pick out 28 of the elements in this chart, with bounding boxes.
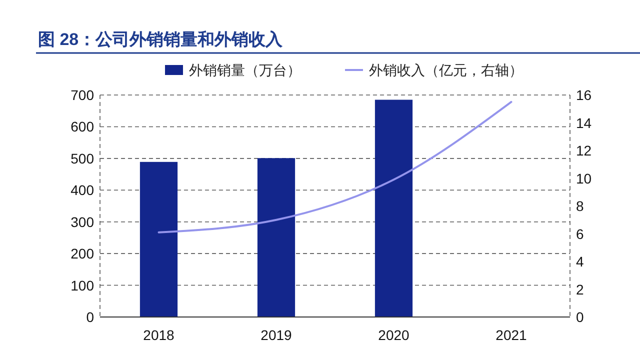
x-tick-label: 2018 [143, 327, 175, 343]
x-tick-label: 2020 [378, 327, 410, 343]
y2-tick-label: 2 [576, 281, 584, 298]
y2-tick-label: 10 [576, 170, 592, 186]
bar [374, 100, 413, 317]
y2-tick-label: 4 [576, 254, 584, 270]
chart-title: 图 28：公司外销销量和外销收入 [38, 30, 284, 49]
y-tick-label: 700 [70, 87, 94, 103]
x-tick-label: 2021 [496, 327, 528, 343]
y2-tick-label: 12 [576, 142, 592, 158]
y-tick-label: 100 [70, 277, 94, 294]
bar [257, 158, 296, 317]
line-series [158, 100, 512, 234]
legend-label: 外销收入（亿元，右轴） [369, 62, 523, 78]
y2-tick-label: 6 [576, 226, 584, 242]
y-tick-label: 500 [70, 150, 94, 166]
y2-tick-label: 0 [576, 309, 584, 325]
y-tick-label: 300 [70, 214, 94, 230]
y-tick-label: 200 [70, 246, 94, 262]
bar [140, 162, 178, 317]
legend-label: 外销销量（万台） [189, 62, 301, 78]
y-tick-label: 400 [70, 182, 94, 198]
y2-tick-label: 14 [576, 114, 592, 131]
x-tick-label: 2019 [260, 327, 292, 343]
y-tick-label: 0 [86, 309, 94, 325]
y-tick-label: 600 [70, 118, 94, 135]
y2-tick-label: 8 [576, 198, 584, 214]
y2-tick-label: 16 [576, 87, 592, 103]
